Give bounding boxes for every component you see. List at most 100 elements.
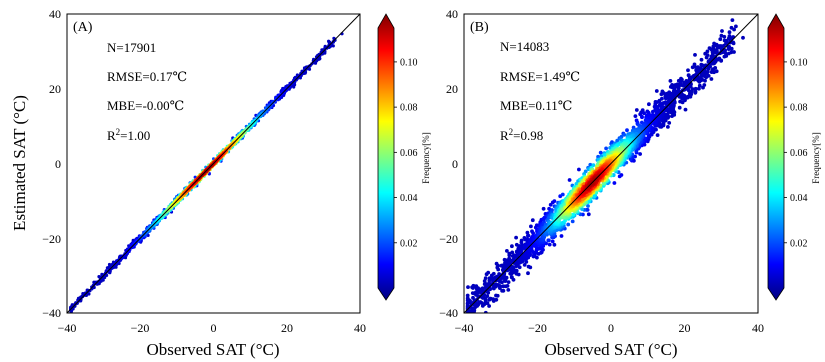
data-point <box>567 178 572 182</box>
data-point <box>731 40 736 45</box>
stat-r2-b: R2=0.98 <box>500 127 543 143</box>
data-point <box>483 276 488 280</box>
data-point <box>500 288 504 293</box>
y-tick-a: −20 <box>42 232 61 246</box>
data-point <box>604 146 608 151</box>
x-axis-label-a: Observed SAT (°C) <box>146 340 279 359</box>
data-point <box>483 310 488 313</box>
data-point <box>570 219 575 224</box>
data-point <box>488 283 492 288</box>
colorbar-ticks-a: 0.10 0.08 0.06 0.04 0.02 <box>394 57 418 249</box>
y-ticks-b: 40 20 0 −20 −40 <box>439 7 458 320</box>
data-point <box>468 299 472 303</box>
data-point <box>683 107 688 112</box>
data-point <box>586 212 591 217</box>
colorbar-a: 0.10 0.08 0.06 0.04 0.02 Frequency[%] <box>377 13 431 301</box>
data-point <box>494 293 498 298</box>
data-point <box>480 286 485 291</box>
x-tick-a: 0 <box>211 321 217 335</box>
data-point <box>663 96 668 101</box>
y-tick-b: 40 <box>446 7 458 21</box>
x-ticks-b: −40 −20 0 20 40 <box>455 321 764 335</box>
data-point <box>547 206 551 211</box>
data-point <box>699 74 704 78</box>
data-point <box>677 105 682 110</box>
data-point <box>622 132 627 137</box>
data-point <box>500 280 504 285</box>
data-point <box>562 202 567 207</box>
data-point <box>505 284 510 288</box>
data-point <box>468 317 472 321</box>
data-point <box>526 264 531 269</box>
data-point <box>509 275 514 279</box>
data-point <box>651 109 655 114</box>
data-point <box>631 125 636 130</box>
data-point <box>486 290 491 295</box>
data-point <box>566 222 571 227</box>
data-point <box>486 270 491 275</box>
data-point <box>483 297 488 301</box>
data-point <box>552 199 557 204</box>
data-point <box>612 181 617 185</box>
data-point <box>530 218 535 223</box>
data-point <box>501 284 506 289</box>
data-point <box>577 167 581 172</box>
data-point <box>469 313 473 317</box>
data-point <box>526 233 531 238</box>
data-point <box>487 304 491 308</box>
data-point <box>485 294 490 298</box>
data-point <box>599 154 604 158</box>
data-point <box>693 53 697 57</box>
y-axis-label-a: Estimated SAT (°C) <box>10 95 29 231</box>
x-tick-b: −40 <box>455 321 474 335</box>
colorbar-label-a: Frequency[%] <box>421 132 431 183</box>
data-point <box>592 194 597 199</box>
stat-rmse-b: RMSE=1.49℃ <box>500 69 580 84</box>
data-point <box>489 296 493 301</box>
y-tick-b: 0 <box>452 157 458 171</box>
data-point <box>667 121 672 125</box>
data-point <box>496 267 501 272</box>
data-point <box>465 293 470 298</box>
y-tick-a: 40 <box>49 7 61 21</box>
x-tick-a: −20 <box>131 321 150 335</box>
x-tick-b: 0 <box>608 321 614 335</box>
colorbar-tick-label: 0.04 <box>790 193 808 204</box>
data-point <box>718 37 723 42</box>
colorbar-tick-label: 0.10 <box>400 57 418 68</box>
data-point <box>466 313 470 317</box>
panel-b: (B) N=14083 RMSE=1.49℃ MBE=0.11℃ R2=0.98… <box>439 7 821 359</box>
data-point <box>676 78 681 83</box>
data-point <box>510 244 514 249</box>
data-point <box>697 83 702 88</box>
data-point <box>634 108 639 112</box>
data-point <box>686 68 690 73</box>
reference-line-a <box>66 13 361 314</box>
data-point <box>524 260 529 264</box>
stat-r2-a: R2=1.00 <box>107 127 150 143</box>
data-point <box>642 111 646 116</box>
data-point <box>547 242 552 247</box>
data-point <box>497 284 502 288</box>
data-point <box>719 33 724 38</box>
data-point <box>722 34 727 39</box>
data-point <box>487 278 492 283</box>
data-point <box>656 99 661 104</box>
data-point <box>625 128 629 133</box>
data-point <box>726 51 731 56</box>
data-point <box>550 239 555 244</box>
y-tick-a: 0 <box>55 157 61 171</box>
data-point <box>552 242 557 247</box>
data-point <box>690 65 695 70</box>
data-point <box>720 29 724 33</box>
colorbar-label-b: Frequency[%] <box>811 132 821 183</box>
stat-rmse-a: RMSE=0.17℃ <box>107 69 187 84</box>
data-point <box>699 57 704 62</box>
x-axis-label-b: Observed SAT (°C) <box>544 340 677 359</box>
data-point <box>541 206 546 211</box>
x-tick-b: 40 <box>752 321 764 335</box>
data-point <box>525 230 530 235</box>
data-point <box>527 251 531 256</box>
data-point <box>722 38 727 43</box>
